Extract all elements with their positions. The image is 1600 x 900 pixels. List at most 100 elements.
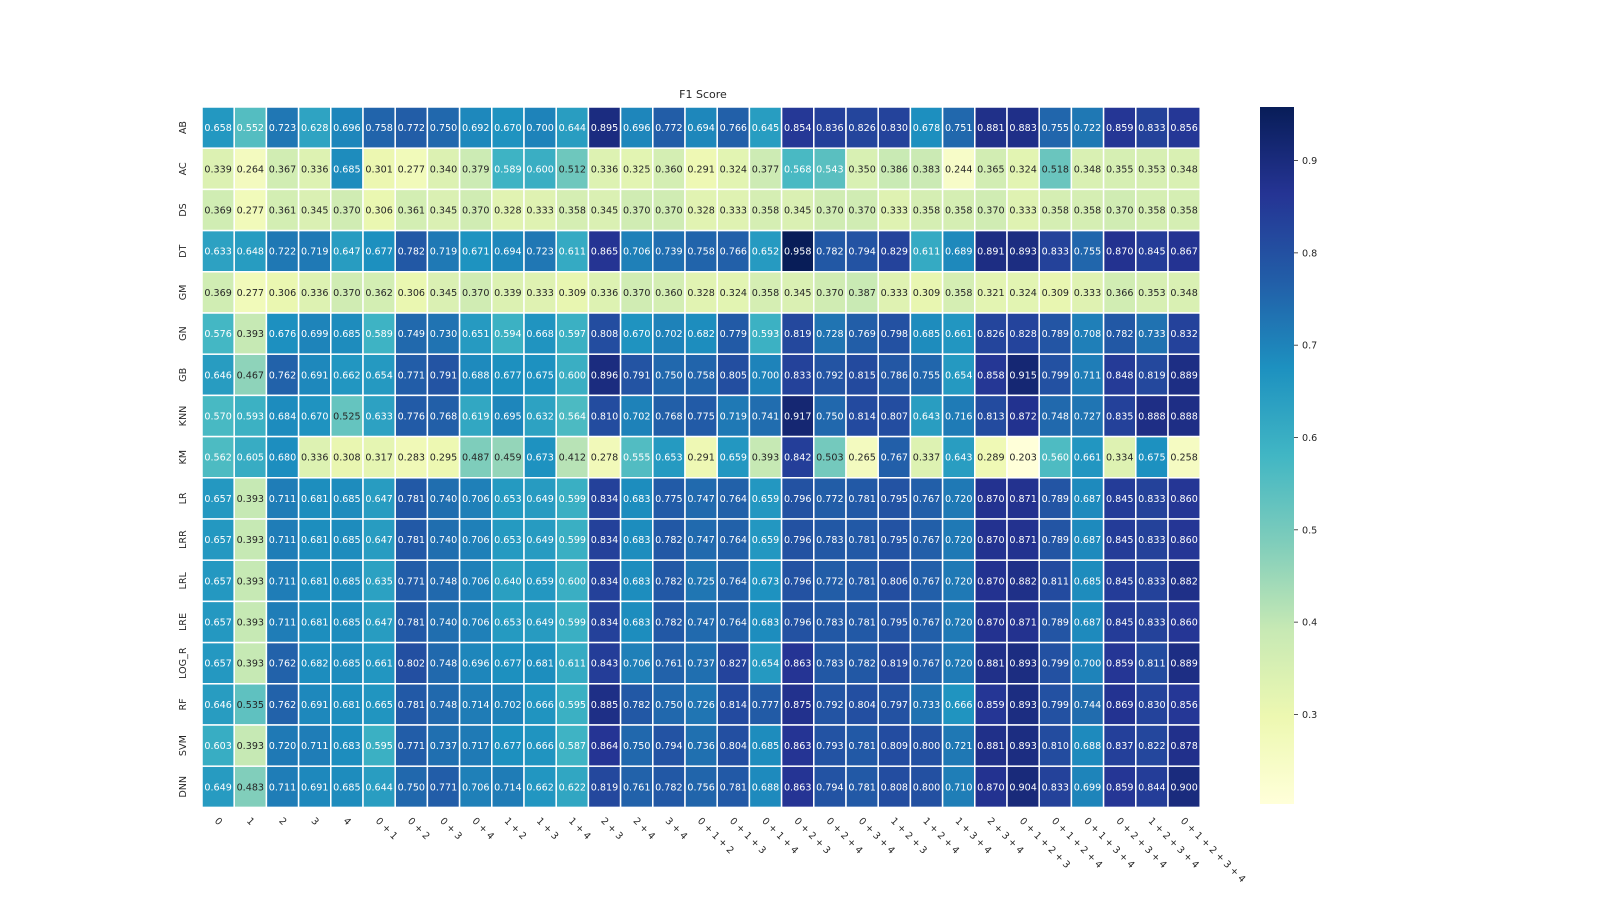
cell-value-label: 0.595: [365, 741, 392, 752]
heatmap-cell: [458, 477, 493, 520]
cell-value-label: 0.688: [1074, 741, 1101, 752]
heatmap-cell: [362, 188, 396, 232]
cell-value-label: 0.365: [977, 164, 1004, 175]
heatmap-cell: [716, 229, 751, 273]
cell-value-label: 0.858: [977, 370, 1004, 381]
row-labels: AB AC DS DT GM GN GB KNN KM LR LRR LRL LRE LOG_R RF SVM…: [178, 121, 189, 798]
heatmap-cell: [523, 353, 557, 397]
cell-value-label: 0.771: [398, 576, 425, 587]
heatmap-cell: [523, 559, 557, 603]
cell-value-label: 0.333: [1074, 288, 1101, 299]
cell-value-label: 0.833: [1042, 782, 1069, 793]
heatmap-cell: [426, 271, 461, 314]
cell-value-label: 0.833: [1138, 618, 1165, 629]
heatmap-cell: [813, 559, 847, 603]
cell-value-label: 0.767: [913, 576, 940, 587]
row-label: KNN: [178, 406, 189, 427]
cell-value-label: 0.324: [720, 164, 747, 175]
cell-value-label: 0.678: [913, 123, 940, 134]
cell-value-label: 0.599: [559, 618, 586, 629]
heatmap-cell: [1135, 518, 1169, 561]
heatmap-cell: [652, 765, 686, 809]
cell-value-label: 0.762: [269, 700, 296, 711]
cell-value-label: 0.711: [269, 494, 296, 505]
cell-value-label: 0.826: [848, 123, 875, 134]
heatmap-cell: [974, 353, 1008, 397]
cell-value-label: 0.777: [752, 700, 779, 711]
heatmap-cell: [1102, 600, 1137, 644]
cell-value-label: 0.685: [913, 329, 940, 340]
cell-value-label: 0.687: [1074, 494, 1101, 505]
cell-value-label: 0.681: [301, 535, 328, 546]
cell-value-label: 0.842: [784, 453, 811, 464]
heatmap-cell: [362, 765, 396, 809]
heatmap-cell: [297, 641, 332, 685]
heatmap-cell: [845, 600, 879, 644]
heatmap-cell: [1167, 106, 1201, 149]
cell-value-label: 0.339: [494, 288, 521, 299]
cell-value-label: 0.833: [1042, 247, 1069, 258]
cell-value-label: 0.860: [1170, 494, 1197, 505]
cell-value-label: 0.345: [430, 206, 457, 217]
heatmap-cell: [1070, 683, 1105, 726]
heatmap-cell: [555, 106, 590, 149]
heatmap-cell: [619, 724, 654, 767]
cell-value-label: 0.789: [1042, 494, 1069, 505]
heatmap-cell: [716, 724, 751, 767]
cell-value-label: 0.719: [301, 247, 328, 258]
cell-value-label: 0.755: [1074, 247, 1101, 258]
cell-value-label: 0.694: [494, 247, 521, 258]
heatmap-cell: [265, 600, 300, 644]
colorbar-tick-label: 0.9: [1302, 156, 1317, 167]
heatmap-cell: [523, 188, 557, 232]
cell-value-label: 0.684: [269, 412, 296, 423]
cell-value-label: 0.878: [1170, 741, 1197, 752]
heatmap-cell: [233, 353, 268, 397]
heatmap-cell: [587, 353, 622, 397]
column-label: 2 + 4: [631, 816, 657, 842]
cell-value-label: 0.740: [430, 535, 457, 546]
cell-value-label: 0.748: [430, 659, 457, 670]
heatmap-cell: [233, 435, 268, 479]
heatmap-cell: [684, 683, 718, 726]
cell-value-label: 0.379: [462, 164, 489, 175]
cell-value-label: 0.711: [269, 618, 296, 629]
heatmap-cell: [523, 765, 557, 809]
cell-value-label: 0.700: [1074, 659, 1101, 670]
cell-value-label: 0.358: [559, 206, 586, 217]
heatmap-cell: [941, 477, 976, 520]
cell-value-label: 0.811: [1042, 576, 1069, 587]
cell-value-label: 0.666: [945, 700, 972, 711]
cell-value-label: 0.848: [1106, 370, 1133, 381]
heatmap-cell: [716, 765, 751, 809]
heatmap-cell: [201, 724, 235, 767]
cell-value-label: 0.710: [945, 782, 972, 793]
cell-value-label: 0.781: [398, 618, 425, 629]
cell-value-label: 0.535: [237, 700, 264, 711]
cell-value-label: 0.793: [816, 741, 843, 752]
cell-value-label: 0.611: [559, 247, 586, 258]
column-label: 1 + 4: [566, 816, 592, 842]
column-label: 1 + 3: [534, 816, 560, 842]
cell-value-label: 0.706: [462, 494, 489, 505]
colorbar-gradient: [1260, 107, 1294, 804]
heatmap-cell: [1102, 106, 1137, 149]
cell-value-label: 0.781: [398, 535, 425, 546]
cell-value-label: 0.317: [365, 453, 392, 464]
cell-value-label: 0.870: [977, 618, 1004, 629]
cell-value-label: 0.518: [1042, 164, 1069, 175]
cell-value-label: 0.792: [816, 370, 843, 381]
cell-value-label: 0.370: [848, 206, 875, 217]
heatmap-cell: [684, 765, 718, 809]
heatmap-cell: [297, 435, 332, 479]
cell-value-label: 0.345: [591, 206, 618, 217]
cell-value-label: 0.360: [655, 288, 682, 299]
cell-value-label: 0.367: [269, 164, 296, 175]
heatmap-cell: [716, 147, 751, 191]
cell-value-label: 0.772: [655, 123, 682, 134]
chart-title: F1 Score: [679, 88, 727, 101]
cell-value-label: 0.683: [623, 494, 650, 505]
cell-value-label: 0.819: [1138, 370, 1165, 381]
heatmap-cell: [652, 641, 686, 685]
cell-value-label: 0.677: [494, 370, 521, 381]
